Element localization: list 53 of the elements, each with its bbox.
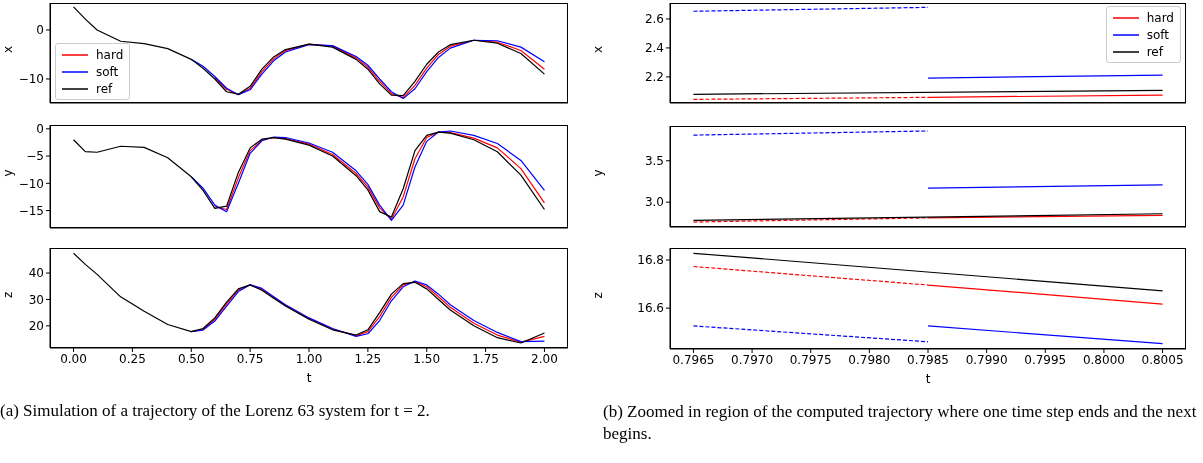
x-tick-label: 0.75 bbox=[236, 351, 264, 366]
y-tick-label: 30 bbox=[28, 292, 44, 307]
y-tick-label: −15 bbox=[18, 203, 44, 218]
line-series bbox=[72, 252, 546, 344]
x-tick-label: 0.8005 bbox=[1141, 352, 1184, 367]
y-axis-title: y bbox=[591, 169, 606, 177]
x-tick-label: 1.50 bbox=[413, 351, 441, 366]
x-axis-title: t bbox=[925, 372, 931, 386]
x-tick-label: 1.25 bbox=[354, 351, 382, 366]
y-tick-label: −10 bbox=[18, 72, 44, 87]
y-tick-label: 2.6 bbox=[644, 12, 664, 27]
x-tick-label: 0.8000 bbox=[1082, 352, 1125, 367]
y-axis-title: x bbox=[591, 45, 606, 53]
legend-label: hard bbox=[96, 47, 124, 62]
x-axis-title: t bbox=[306, 371, 312, 385]
x-tick-label: 0.7990 bbox=[965, 352, 1008, 367]
x-tick-label: 0.7995 bbox=[1024, 352, 1067, 367]
x-tick-label: 1.75 bbox=[472, 351, 499, 366]
x-tick-label: 0.00 bbox=[60, 351, 87, 366]
y-tick-label: 2.2 bbox=[644, 70, 664, 85]
x-tick-label: 0.7985 bbox=[907, 352, 949, 367]
y-tick-label: −10 bbox=[18, 176, 44, 191]
x-tick-label: 0.7965 bbox=[672, 352, 715, 367]
x-tick-label: 0.7980 bbox=[848, 352, 891, 367]
y-axis-title: x bbox=[1, 45, 16, 53]
legend-label: ref bbox=[1146, 44, 1163, 59]
legend-label: soft bbox=[1146, 27, 1169, 42]
text: (b) Zoomed in region of the computed trajectory where one time step ends and the next begins. bbox=[603, 401, 1198, 445]
y-tick-label: 3.5 bbox=[644, 154, 664, 169]
x-tick-label: 2.00 bbox=[531, 351, 558, 366]
y-tick-label: −5 bbox=[26, 149, 44, 164]
y-tick-label: 16.8 bbox=[637, 253, 664, 268]
text: (a) Simulation of a trajectory of the Lorenz 63 system for t = 2. bbox=[0, 400, 431, 422]
line-series bbox=[72, 131, 546, 218]
line-series bbox=[72, 6, 546, 97]
y-tick-label: 0 bbox=[36, 23, 44, 38]
legend-label: hard bbox=[1146, 10, 1174, 25]
y-axis-title: z bbox=[1, 291, 16, 298]
legend-label: soft bbox=[96, 64, 119, 79]
legend-label: ref bbox=[96, 81, 113, 96]
y-tick-label: 2.4 bbox=[644, 41, 664, 56]
y-axis-title: z bbox=[591, 292, 606, 299]
y-axis-title: y bbox=[1, 169, 16, 177]
x-tick-label: 0.7970 bbox=[731, 352, 774, 367]
y-tick-label: 20 bbox=[28, 319, 44, 334]
x-tick-label: 0.7975 bbox=[789, 352, 832, 367]
y-tick-label: 40 bbox=[28, 266, 44, 281]
x-tick-label: 1.00 bbox=[295, 351, 323, 366]
y-tick-label: 0 bbox=[36, 122, 44, 137]
x-tick-label: 0.50 bbox=[177, 351, 205, 366]
y-tick-label: 16.6 bbox=[637, 301, 664, 316]
x-tick-label: 0.25 bbox=[119, 351, 146, 366]
y-tick-label: 3.0 bbox=[644, 195, 664, 210]
